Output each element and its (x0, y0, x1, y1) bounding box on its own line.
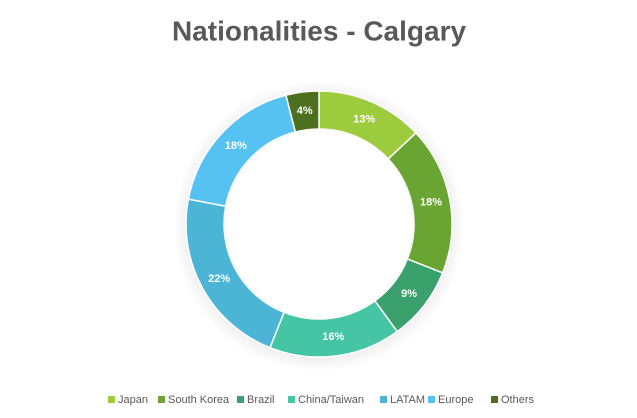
data-label: 16% (322, 331, 344, 343)
legend-swatch (108, 396, 115, 403)
legend-label: Others (501, 394, 535, 406)
data-label: 4% (297, 105, 313, 117)
legend-swatch (491, 396, 498, 403)
hole-bg (225, 130, 413, 318)
data-label: 18% (225, 140, 247, 152)
data-label: 22% (208, 273, 230, 285)
legend-label: Europe (438, 394, 473, 406)
legend-swatch (237, 396, 244, 403)
legend-label: South Korea (168, 394, 230, 406)
chart-title: Nationalities - Calgary (172, 15, 467, 46)
legend-swatch (380, 396, 387, 403)
data-label: 9% (401, 288, 417, 300)
legend-swatch (288, 396, 295, 403)
data-label: 13% (353, 113, 375, 125)
legend-label: Japan (118, 394, 148, 406)
legend-label: Brazil (247, 394, 275, 406)
legend-swatch (158, 396, 165, 403)
legend-label: China/Taiwan (298, 394, 364, 406)
doughnut-slice (285, 90, 320, 133)
legend-swatch (428, 396, 435, 403)
legend-label: LATAM (390, 394, 425, 406)
data-label: 18% (420, 197, 442, 209)
